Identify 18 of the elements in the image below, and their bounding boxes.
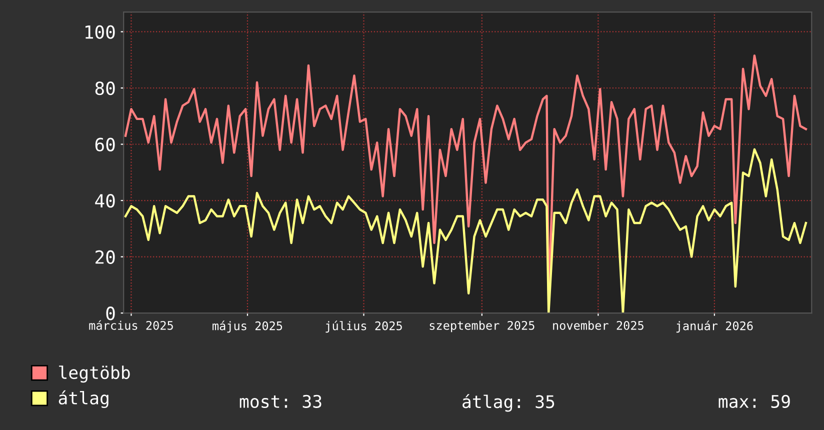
legend-label: átlag [58,390,108,408]
y-tick-label: 20 [96,250,115,264]
x-tick-label: január 2026 [676,320,753,333]
y-tick-label: 100 [86,25,115,39]
text: max: 59 [718,394,790,408]
line-series [124,148,808,314]
text: most: 33 [240,394,322,408]
y-tick-label: 0 [106,306,115,320]
x-tick-label: július 2025 [326,320,402,333]
x-tick-label: november 2025 [553,320,644,330]
x-tick-label: március 2025 [89,320,173,330]
x-tick-label: május 2025 [212,320,282,333]
y-tick-label: 40 [95,194,115,208]
legend-label: legtöbb [59,366,130,383]
x-tick-label: szeptember 2025 [430,320,534,332]
y-tick-label: 60 [95,138,115,152]
text: átlag: 35 [462,394,554,412]
y-tick-label: 80 [95,82,115,96]
